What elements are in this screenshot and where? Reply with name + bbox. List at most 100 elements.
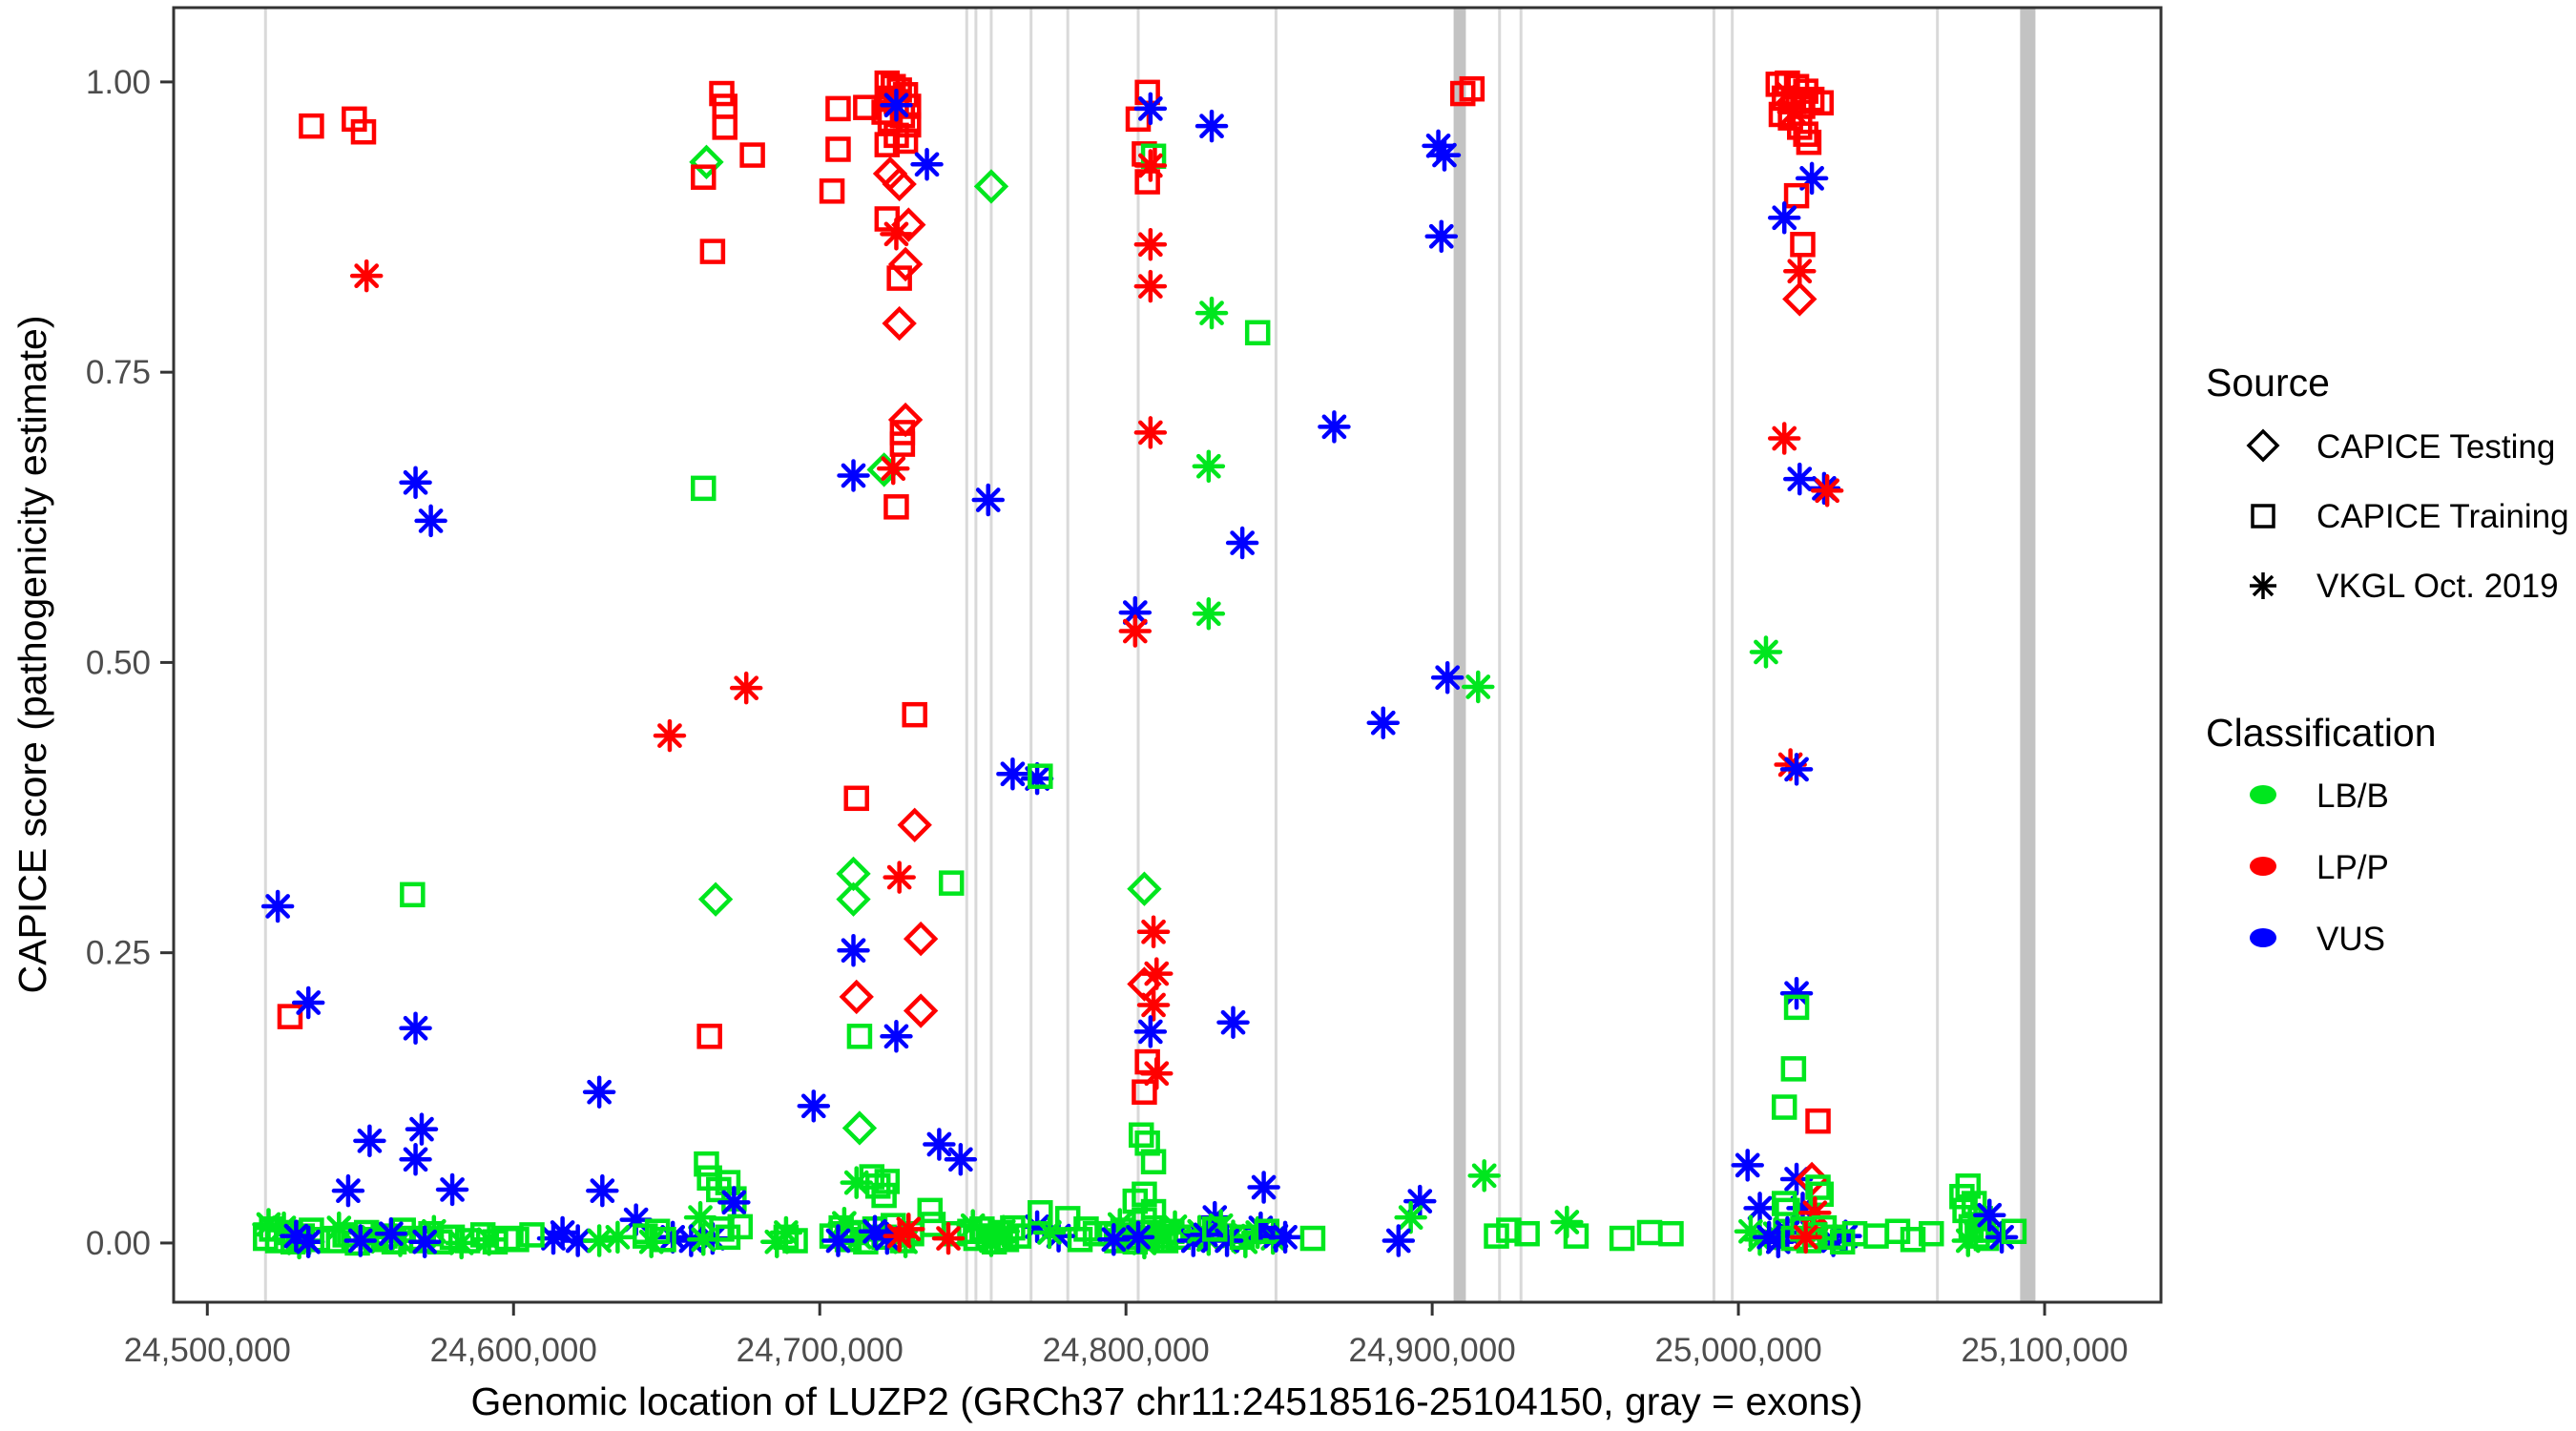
data-point (1132, 1079, 1157, 1105)
data-point (821, 1224, 855, 1257)
data-point (910, 148, 944, 181)
x-tick-label: 25,100,000 (1961, 1332, 2128, 1369)
data-point (889, 431, 916, 457)
data-point (1496, 1217, 1522, 1243)
data-point (374, 1216, 408, 1251)
data-point (1028, 763, 1053, 789)
data-point (1140, 1056, 1174, 1090)
data-point (1810, 474, 1844, 508)
y-axis-title: CAPICE score (pathogenicity estimate) (10, 316, 54, 994)
data-point (887, 246, 924, 282)
data-point (1427, 138, 1462, 172)
data-point (1133, 149, 1168, 182)
data-point (1783, 994, 1810, 1021)
data-point (1779, 753, 1814, 786)
plot-panel (172, 6, 2163, 1304)
data-point (883, 494, 909, 520)
data-point (1749, 635, 1783, 669)
data-point (1783, 462, 1817, 496)
y-tick-label: 0.75 (86, 354, 151, 391)
legend-label: LP/P (2316, 849, 2389, 886)
data-point (892, 1213, 925, 1246)
data-point (691, 475, 717, 502)
data-point (291, 985, 325, 1020)
legend-item-capice-testing: CAPICE Testing (2246, 428, 2555, 466)
data-point (1467, 1159, 1501, 1192)
data-point (1195, 109, 1229, 143)
data-point (715, 1170, 741, 1195)
data-point (504, 1227, 530, 1253)
data-point (903, 993, 939, 1028)
data-point (1767, 201, 1801, 235)
data-point (841, 1110, 878, 1146)
data-point (1609, 1225, 1635, 1252)
data-point (1127, 871, 1162, 906)
data-point (586, 1173, 619, 1208)
data-point (887, 402, 924, 438)
data-point (717, 1186, 751, 1219)
legend-classification-title: Classification (2206, 711, 2437, 755)
data-point (825, 136, 851, 162)
data-point (1731, 1149, 1764, 1182)
data-point (1805, 1108, 1831, 1134)
data-point (519, 1222, 545, 1248)
data-point (931, 1221, 966, 1255)
data-point (897, 807, 932, 842)
data-point (653, 718, 687, 753)
data-point (874, 1169, 901, 1194)
data-point (1158, 1210, 1192, 1244)
data-point (582, 1075, 616, 1109)
data-point (2001, 1218, 2027, 1245)
data-point (399, 1011, 432, 1046)
data-point (350, 118, 377, 145)
data-point (843, 785, 869, 812)
legend-item-capice-training: CAPICE Training (2251, 498, 2569, 535)
data-point (1919, 1220, 1944, 1247)
data-point (709, 1216, 735, 1242)
data-point (1782, 281, 1818, 317)
vus-dot-icon (2250, 928, 2276, 947)
x-tick-label: 24,800,000 (1043, 1332, 1210, 1369)
data-point (1636, 1219, 1663, 1246)
data-point (1136, 988, 1171, 1022)
data-point (1097, 1223, 1131, 1256)
legend-item-vkgl: VKGL Oct. 2019 (2250, 568, 2559, 605)
data-point (1424, 219, 1459, 254)
data-point (1955, 1173, 1982, 1199)
data-point (1780, 1056, 1807, 1082)
data-point (400, 881, 426, 908)
data-point (903, 921, 939, 957)
data-point (601, 1220, 634, 1255)
data-point (1743, 1192, 1776, 1225)
data-point (445, 1226, 478, 1260)
x-tick-label: 24,500,000 (124, 1332, 291, 1369)
data-point (880, 1020, 913, 1053)
data-point (1884, 1218, 1911, 1245)
legend: Source CAPICE Testing CAPICE Training VK… (2206, 361, 2569, 958)
data-point (837, 459, 870, 492)
y-tick-label: 1.00 (86, 64, 151, 101)
data-point (729, 671, 763, 705)
data-point (836, 881, 871, 917)
data-point (399, 1143, 432, 1176)
lpp-dot-icon (2250, 857, 2276, 876)
data-point (1796, 129, 1822, 156)
data-point (277, 1004, 303, 1029)
data-point (472, 1223, 506, 1256)
data-point (349, 259, 384, 293)
data-point (1229, 1224, 1256, 1251)
data-point (876, 451, 910, 486)
data-point (1767, 422, 1801, 455)
x-tick-label: 24,700,000 (737, 1332, 904, 1369)
data-point (267, 1211, 301, 1245)
data-point (880, 218, 913, 251)
data-point (797, 1089, 831, 1123)
x-axis-title: Genomic location of LUZP2 (GRCh37 chr11:… (470, 1379, 1862, 1423)
data-point (1225, 526, 1259, 560)
data-point (697, 881, 734, 917)
data-point (260, 889, 295, 923)
data-point (996, 757, 1029, 791)
data-point (973, 169, 1009, 204)
exon-band (2020, 8, 2036, 1302)
